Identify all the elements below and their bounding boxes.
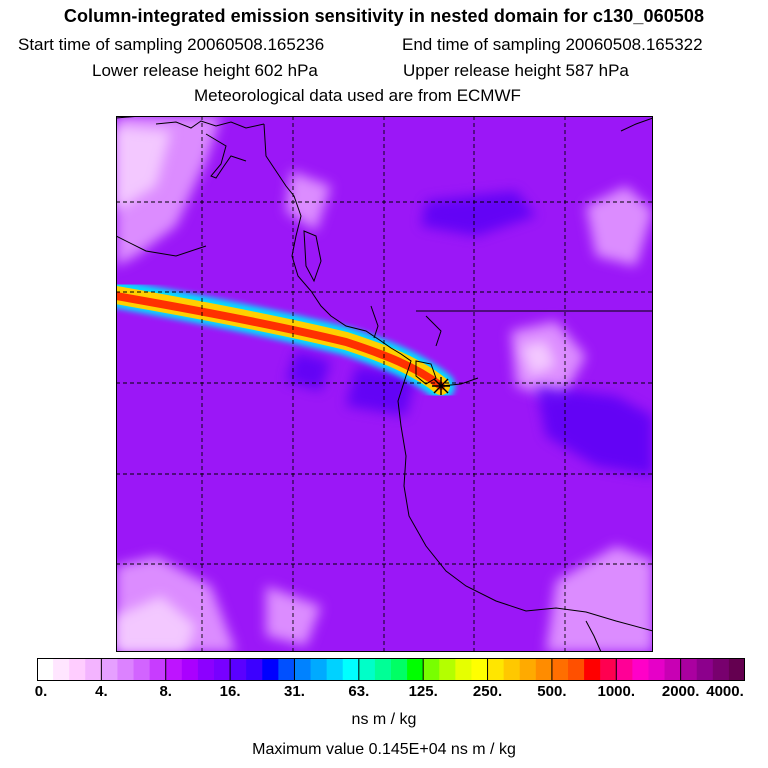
colorbar-tick-label: 31. (284, 683, 305, 700)
colorbar-cell (37, 658, 54, 681)
colorbar-tick-label: 125. (408, 683, 438, 700)
colorbar-cell (262, 658, 279, 681)
colorbar-cell (165, 658, 183, 681)
colorbar-cell (197, 658, 215, 681)
colorbar-cell (53, 658, 70, 681)
colorbar-cell (712, 658, 730, 681)
colorbar-cell (214, 658, 231, 681)
colorbar-cell (455, 658, 473, 681)
colorbar-cell (374, 658, 392, 681)
colorbar-cell (584, 658, 601, 681)
colorbar-cell (358, 658, 376, 681)
colorbar-cell (181, 658, 199, 681)
colorbar-cell (487, 658, 505, 681)
colorbar-tick-label: 63. (348, 683, 370, 700)
emission-sensitivity-map (116, 116, 653, 652)
colorbar-cell (278, 658, 296, 681)
colorbar-cell (310, 658, 328, 681)
colorbar-cell (664, 658, 682, 681)
colorbar-cell (600, 658, 617, 681)
colorbar-cell (133, 658, 151, 681)
start-time-label: Start time of sampling 20060508.165236 (18, 35, 325, 54)
colorbar-cell (117, 658, 135, 681)
release-point-marker (432, 377, 450, 395)
colorbar-cell (149, 658, 167, 681)
colorbar-cell (551, 658, 569, 681)
colorbar (37, 658, 745, 681)
colorbar-cell (568, 658, 585, 681)
colorbar-cell (632, 658, 650, 681)
colorbar-cell (696, 658, 714, 681)
lat-lon-grid (116, 116, 653, 652)
colorbar-tick-label: 1000. (597, 683, 636, 700)
colorbar-cell (503, 658, 521, 681)
colorbar-cell (391, 658, 408, 681)
colorbar-cell (326, 658, 344, 681)
colorbar-cell (101, 658, 119, 681)
colorbar-tick-label: 4. (95, 683, 108, 700)
colorbar-tick-label: 8. (159, 683, 172, 700)
map-frame (116, 116, 653, 652)
colorbar-frame (37, 658, 745, 681)
colorbar-tick-label: 2000. (661, 683, 700, 700)
colorbar-cell (294, 658, 312, 681)
colorbar-tick-label: 16. (219, 683, 241, 700)
colorbar-cell (230, 658, 247, 681)
lower-release-height-label: Lower release height 602 hPa (92, 61, 318, 80)
met-data-source-label: Meteorological data used are from ECMWF (194, 86, 521, 105)
end-time-label: End time of sampling 20060508.165322 (402, 35, 703, 54)
colorbar-tick-label: 500. (537, 683, 567, 700)
colorbar-units: ns m / kg (351, 711, 417, 728)
colorbar-cell (342, 658, 360, 681)
plot-title: Column-integrated emission sensitivity i… (63, 6, 705, 26)
colorbar-cell (728, 658, 745, 681)
colorbar-cell (616, 658, 633, 681)
colorbar-cell (680, 658, 698, 681)
colorbar-cell (69, 658, 86, 681)
colorbar-cell (85, 658, 102, 681)
upper-release-height-label: Upper release height 587 hPa (403, 61, 629, 80)
colorbar-cell (648, 658, 666, 681)
colorbar-tick-label: 0. (34, 683, 48, 700)
colorbar-cell (471, 658, 489, 681)
colorbar-cell (439, 658, 456, 681)
emission-plume (116, 280, 455, 400)
lowest-sensitivity-areas (116, 126, 556, 652)
colorbar-tick-label: 250. (472, 683, 503, 700)
colorbar-tick-label: 4000. (706, 683, 744, 700)
colorbar-cell (407, 658, 424, 681)
colorbar-cell (423, 658, 440, 681)
colorbar-cell (519, 658, 537, 681)
colorbar-cell (535, 658, 553, 681)
maximum-value-label: Maximum value 0.145E+04 ns m / kg (252, 741, 516, 758)
colorbar-cell (246, 658, 263, 681)
